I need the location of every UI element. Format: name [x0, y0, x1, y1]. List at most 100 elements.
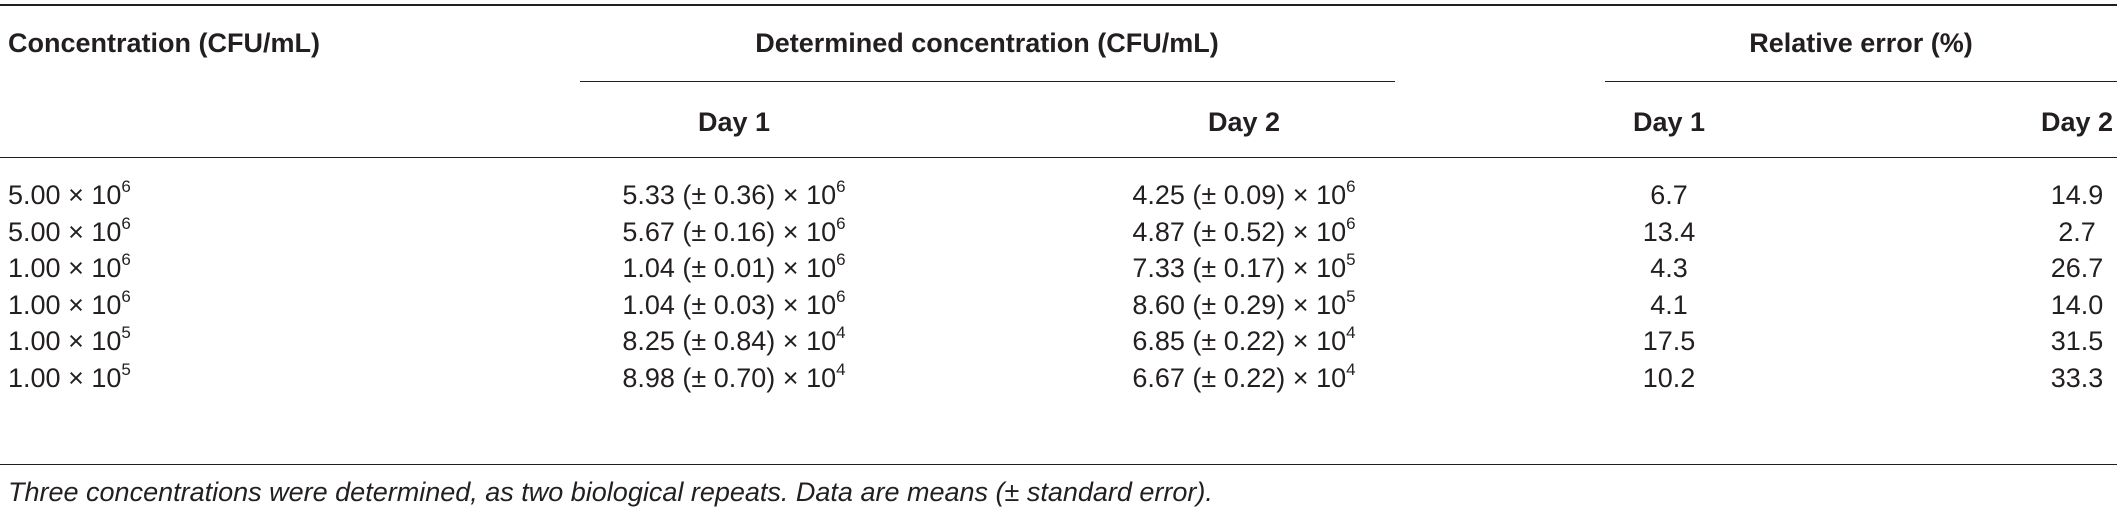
cell-mantissa: 5.00: [8, 180, 61, 210]
times-sign: ×: [1292, 290, 1309, 320]
cell-conc: 1.00 × 105: [8, 360, 131, 394]
cell-mantissa: 6.85 (± 0.22): [1132, 326, 1286, 356]
cell-exponent: 6: [121, 250, 131, 269]
times-sign: ×: [782, 217, 799, 247]
base-ten: 10: [806, 363, 837, 393]
cell-mantissa: 1.04 (± 0.03): [622, 290, 776, 320]
base-ten: 10: [1316, 253, 1347, 283]
cell-exponent: 6: [836, 287, 846, 306]
cell-mantissa: 8.98 (± 0.70): [622, 363, 776, 393]
cell-d1: 1.04 (± 0.01) × 106: [622, 250, 846, 284]
cell-conc: 5.00 × 106: [8, 215, 131, 248]
base-ten: 10: [91, 253, 122, 283]
cell-mantissa: 4.25 (± 0.09): [1132, 180, 1286, 210]
times-sign: ×: [68, 217, 84, 247]
header-determined-concentration: Determined concentration (CFU/mL): [755, 28, 1219, 58]
cell-r1: 4.1: [1650, 290, 1688, 320]
cell-exponent: 6: [836, 177, 846, 196]
cell-exponent: 6: [836, 214, 846, 233]
times-sign: ×: [782, 180, 799, 210]
relative-error-group-rule: [1605, 81, 2117, 82]
cell-exponent: 4: [836, 360, 846, 379]
cell-r2: 2.7: [2058, 217, 2096, 247]
header-determined-day1: Day 1: [697, 107, 771, 137]
cell-conc: 1.00 × 106: [8, 250, 131, 284]
header-error-day2: Day 2: [2040, 107, 2114, 137]
cell-r1: 10.2: [1642, 363, 1696, 393]
cell-exponent: 5: [121, 360, 131, 379]
cell-exponent: 5: [1346, 287, 1356, 306]
cell-exponent: 6: [121, 177, 131, 196]
cell-exponent: 4: [836, 323, 846, 342]
cell-exponent: 5: [1346, 250, 1356, 269]
cell-r2: 14.9: [2050, 180, 2104, 210]
base-ten: 10: [806, 326, 837, 356]
cell-d1: 1.04 (± 0.03) × 106: [622, 287, 846, 321]
header-relative-error: Relative error (%): [1749, 28, 1973, 58]
cell-r1: 6.7: [1650, 180, 1688, 210]
cell-r1: 4.3: [1650, 253, 1688, 283]
times-sign: ×: [68, 180, 84, 210]
cell-d2: 4.25 (± 0.09) × 106: [1132, 177, 1356, 211]
times-sign: ×: [782, 363, 799, 393]
table-bottom-rule: [0, 464, 2117, 465]
times-sign: ×: [1292, 217, 1309, 247]
cell-r2: 33.3: [2050, 363, 2104, 393]
cell-exponent: 6: [1346, 177, 1356, 196]
cell-mantissa: 5.33 (± 0.36): [622, 180, 776, 210]
cell-r1: 17.5: [1642, 326, 1696, 356]
cell-d2: 6.85 (± 0.22) × 104: [1132, 323, 1356, 357]
cell-mantissa: 8.60 (± 0.29): [1132, 290, 1286, 320]
cell-exponent: 6: [836, 250, 846, 269]
cell-d2: 4.87 (± 0.52) × 106: [1132, 215, 1355, 248]
times-sign: ×: [1292, 180, 1309, 210]
header-determined-day2: Day 2: [1207, 107, 1281, 137]
cell-mantissa: 1.00: [8, 363, 61, 393]
cell-d1: 8.25 (± 0.84) × 104: [622, 323, 846, 357]
cell-r2: 26.7: [2050, 253, 2104, 283]
cell-mantissa: 6.67 (± 0.22): [1132, 363, 1286, 393]
times-sign: ×: [68, 290, 84, 320]
base-ten: 10: [1316, 290, 1347, 320]
base-ten: 10: [806, 253, 837, 283]
cell-d1: 5.67 (± 0.16) × 106: [622, 214, 846, 248]
base-ten: 10: [806, 217, 837, 247]
cell-exponent: 4: [1346, 323, 1356, 342]
cell-r1: 13.4: [1642, 217, 1696, 247]
cell-d2: 7.33 (± 0.17) × 105: [1132, 250, 1356, 284]
times-sign: ×: [1292, 363, 1309, 393]
table-top-rule: [0, 4, 2117, 6]
base-ten: 10: [91, 326, 122, 356]
cell-d2: 8.60 (± 0.29) × 105: [1132, 287, 1356, 321]
base-ten: 10: [91, 217, 122, 247]
cell-mantissa: 8.25 (± 0.84): [622, 326, 776, 356]
cell-conc: 1.00 × 105: [8, 323, 131, 357]
base-ten: 10: [91, 363, 122, 393]
cell-mantissa: 1.00: [8, 253, 61, 283]
table-footnote: Three concentrations were determined, as…: [8, 477, 1213, 507]
base-ten: 10: [1316, 363, 1347, 393]
base-ten: 10: [806, 180, 837, 210]
cell-conc: 1.00 × 106: [8, 287, 131, 321]
cell-exponent: 5: [121, 323, 131, 342]
cell-mantissa: 1.00: [8, 290, 61, 320]
header-error-day1: Day 1: [1632, 107, 1706, 137]
base-ten: 10: [91, 180, 122, 210]
base-ten: 10: [91, 290, 122, 320]
header-bottom-rule: [0, 157, 2117, 158]
cell-conc: 5.00 × 106: [8, 177, 131, 211]
cell-mantissa: 4.87 (± 0.52): [1132, 217, 1286, 247]
cell-exponent: 4: [1346, 360, 1356, 379]
times-sign: ×: [68, 253, 84, 283]
times-sign: ×: [68, 363, 84, 393]
cell-mantissa: 7.33 (± 0.17): [1132, 253, 1286, 283]
cell-r2: 14.0: [2050, 290, 2104, 320]
base-ten: 10: [1316, 217, 1347, 247]
base-ten: 10: [806, 290, 837, 320]
times-sign: ×: [782, 253, 799, 283]
cell-r2: 31.5: [2050, 326, 2104, 356]
base-ten: 10: [1316, 326, 1347, 356]
cell-exponent: 6: [121, 287, 131, 306]
cell-d2: 6.67 (± 0.22) × 104: [1132, 360, 1356, 394]
cell-mantissa: 5.00: [8, 217, 61, 247]
